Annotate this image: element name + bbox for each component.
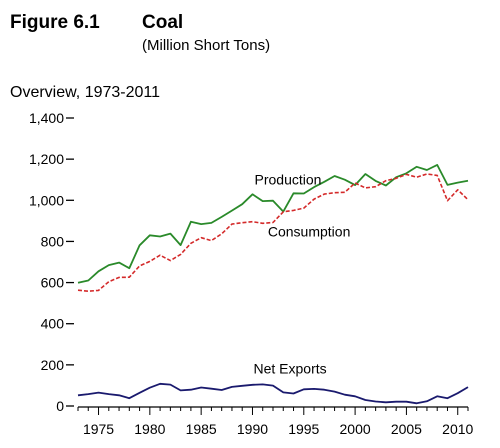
x-tick-label: 1975 bbox=[83, 421, 114, 437]
x-tick-label: 1990 bbox=[237, 421, 268, 437]
y-tick-label: 1,400 bbox=[29, 110, 64, 126]
y-tick-label: 600 bbox=[41, 275, 65, 291]
series-line-consumption bbox=[77, 173, 469, 293]
figure-subtitle: (Million Short Tons) bbox=[142, 37, 271, 54]
y-tick-label: 800 bbox=[41, 233, 65, 249]
chart-series-labels: Production Consumption Net Exports bbox=[254, 171, 351, 376]
x-tick-label: 1985 bbox=[186, 421, 217, 437]
series-label-net-exports: Net Exports bbox=[254, 361, 327, 377]
series-line-production bbox=[77, 163, 469, 284]
y-tick-label: 1,200 bbox=[29, 151, 64, 167]
x-tick-label: 1980 bbox=[134, 421, 165, 437]
panel-title: Overview, 1973-2011 bbox=[10, 84, 161, 101]
x-tick-label: 1995 bbox=[288, 421, 319, 437]
x-tick-label: 2000 bbox=[340, 421, 371, 437]
chart-series bbox=[77, 163, 469, 405]
series-label-production: Production bbox=[255, 171, 322, 187]
x-tick-label: 2010 bbox=[442, 421, 473, 437]
figure-title: Coal bbox=[142, 12, 184, 33]
figure-number: Figure 6.1 bbox=[10, 12, 100, 33]
y-tick-label: 200 bbox=[41, 357, 65, 373]
y-tick-label: 1,000 bbox=[29, 192, 64, 208]
series-line-net-exports bbox=[77, 382, 469, 405]
y-tick-label: 0 bbox=[56, 398, 64, 414]
chart-axes: 0 200 400 600 800 1,000 1,200 1,400 1975 1980 1985… bbox=[29, 110, 474, 437]
y-tick-label: 400 bbox=[41, 316, 65, 332]
series-label-consumption: Consumption bbox=[268, 223, 351, 239]
x-tick-label: 2005 bbox=[391, 421, 422, 437]
